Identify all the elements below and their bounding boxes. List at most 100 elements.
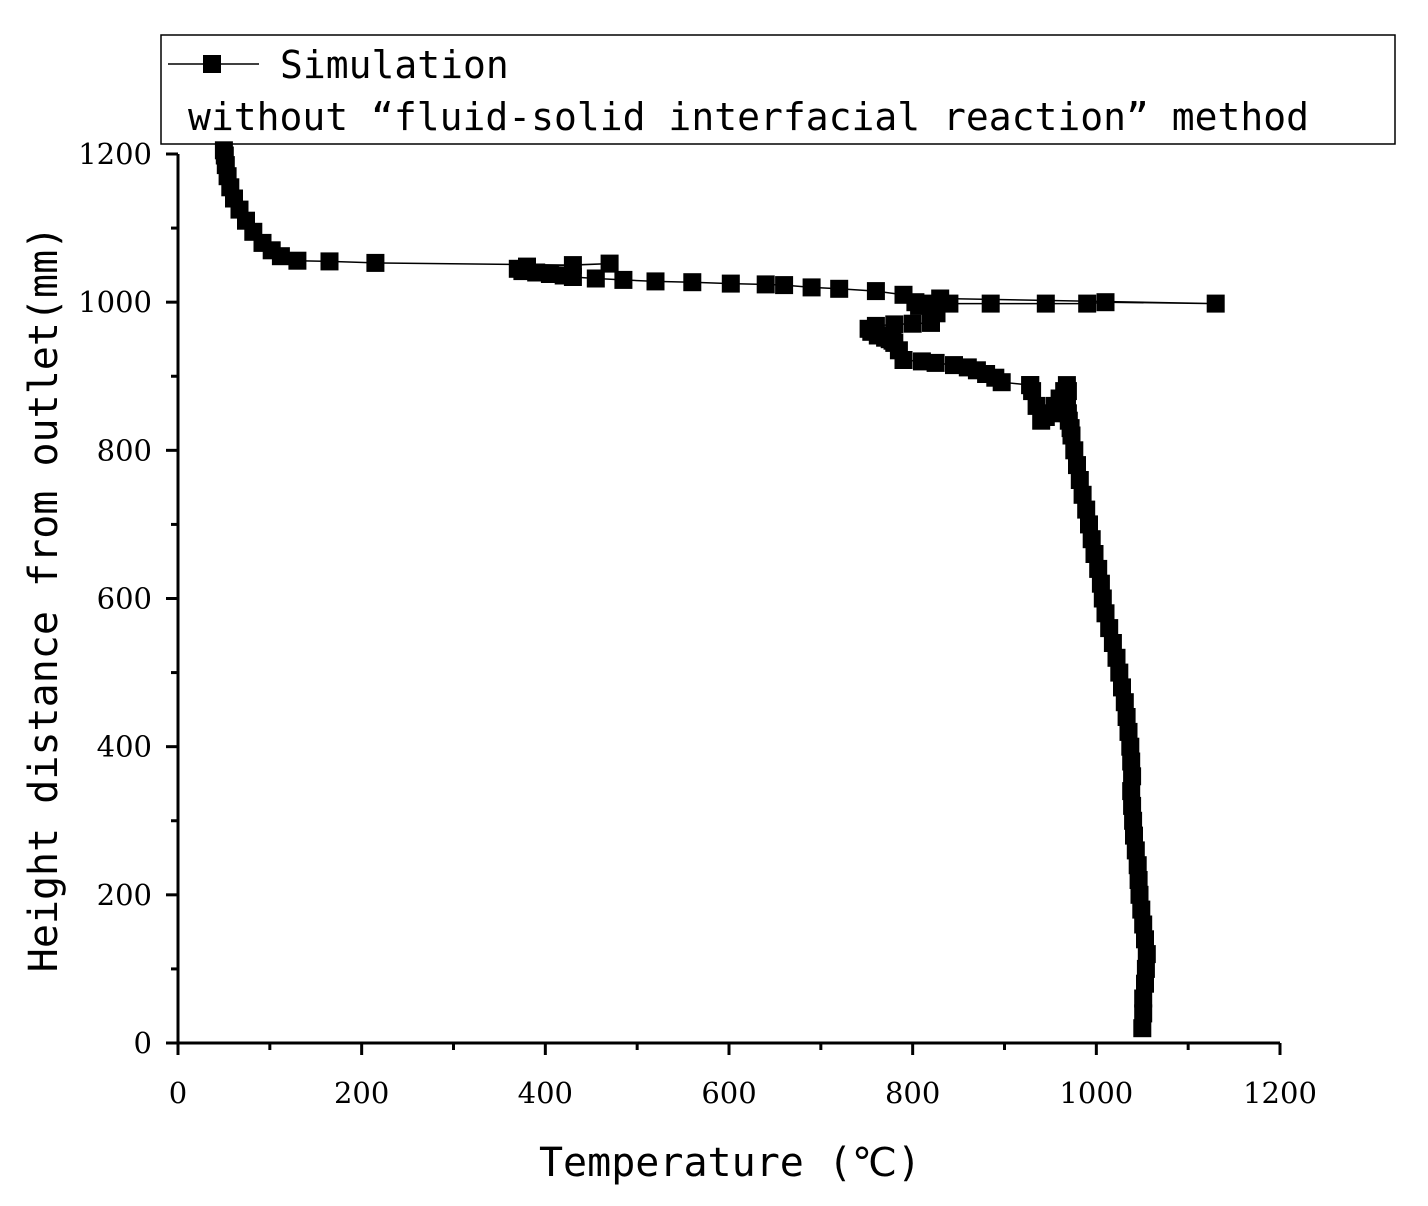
data-point — [1123, 767, 1142, 786]
data-point — [1134, 1004, 1153, 1023]
x-tick-label: 800 — [885, 1076, 940, 1110]
series-line — [223, 150, 1216, 1029]
data-point — [1128, 856, 1147, 875]
data-point — [945, 356, 963, 375]
data-point — [1073, 485, 1092, 504]
data-point — [1082, 530, 1101, 549]
data-point — [540, 265, 559, 283]
data-point — [1115, 693, 1134, 712]
data-point — [518, 257, 536, 276]
data-point — [214, 141, 233, 160]
data-point — [1132, 900, 1151, 919]
data-point — [1136, 959, 1155, 978]
y-tick-label: 0 — [134, 1026, 152, 1060]
y-axis-title: Height distance from outlet(mm) — [21, 226, 67, 973]
data-point — [1121, 737, 1140, 756]
data-point — [1119, 722, 1138, 741]
data-point — [756, 275, 775, 294]
data-point — [614, 270, 633, 289]
legend: Simulation without “fluid-solid interfac… — [160, 34, 1396, 145]
data-point — [721, 274, 740, 293]
data-point — [1122, 752, 1141, 771]
data-point — [1110, 663, 1129, 682]
data-point — [1122, 782, 1141, 801]
x-tick-label: 1200 — [1243, 1076, 1317, 1110]
data-point — [1130, 885, 1149, 904]
data-point — [1085, 545, 1104, 563]
data-point — [1077, 500, 1096, 519]
data-point — [981, 294, 1000, 313]
data-point — [1068, 456, 1086, 475]
data-point — [926, 353, 945, 372]
y-tick-label: 800 — [97, 433, 152, 467]
data-point — [1091, 574, 1110, 593]
data-series — [214, 141, 1225, 1038]
data-point — [683, 273, 702, 292]
data-point — [903, 314, 922, 333]
data-point — [1113, 678, 1131, 697]
y-tick-label: 200 — [97, 878, 152, 912]
data-point — [958, 358, 977, 377]
legend-marker-square — [203, 55, 221, 73]
data-point — [1096, 293, 1115, 312]
data-point — [366, 253, 385, 272]
data-point — [775, 276, 794, 295]
data-point — [1126, 841, 1145, 860]
data-point — [320, 252, 339, 271]
data-point — [1123, 796, 1142, 815]
data-point — [866, 282, 885, 301]
legend-box — [160, 34, 1396, 145]
x-tick-label: 600 — [701, 1076, 756, 1110]
data-point — [1032, 411, 1051, 430]
data-point — [1133, 1019, 1152, 1038]
data-point — [288, 251, 307, 270]
data-point — [646, 272, 665, 291]
data-point — [1096, 604, 1115, 623]
y-tick-label: 1000 — [78, 285, 152, 319]
data-point — [586, 269, 605, 288]
data-point — [894, 285, 913, 304]
x-tick-label: 400 — [518, 1076, 573, 1110]
legend-entry-label: Simulation — [280, 43, 509, 87]
data-point — [1125, 826, 1143, 845]
data-point — [1093, 589, 1112, 608]
data-point — [1070, 471, 1089, 489]
data-point — [931, 289, 950, 308]
data-point — [912, 352, 931, 371]
ticks: 0 200 400 600 800 1000 1200 0 200 400 600 800 1000 12… — [78, 137, 1317, 1110]
data-point — [830, 279, 849, 298]
data-point — [910, 296, 929, 315]
data-point — [1134, 989, 1153, 1008]
y-tick-label: 1200 — [78, 137, 152, 171]
x-tick-label: 0 — [169, 1076, 187, 1110]
data-point — [802, 278, 821, 297]
data-point — [1027, 396, 1046, 415]
data-point — [1117, 708, 1136, 726]
data-point — [1136, 930, 1154, 949]
x-axis-title: Temperature (℃) — [539, 1140, 921, 1186]
y-tick-label: 600 — [97, 582, 152, 616]
data-point — [1065, 441, 1084, 460]
data-point — [600, 254, 619, 273]
data-point — [1134, 915, 1153, 934]
data-point — [1137, 945, 1156, 964]
data-point — [1078, 294, 1097, 313]
data-point — [1080, 515, 1098, 534]
data-point — [1129, 871, 1148, 889]
x-tick-label: 200 — [334, 1076, 389, 1110]
x-tick-label: 1000 — [1059, 1076, 1133, 1110]
data-point — [1206, 294, 1225, 313]
data-point — [1136, 974, 1154, 993]
data-point — [1100, 619, 1119, 638]
data-point — [1021, 376, 1040, 395]
legend-entry-sublabel: without “fluid-solid interfacial reactio… — [188, 95, 1309, 139]
y-tick-label: 400 — [97, 730, 152, 764]
data-point — [1107, 648, 1126, 667]
data-point — [885, 315, 904, 334]
data-point — [1089, 559, 1108, 578]
data-point — [563, 256, 582, 275]
data-point — [866, 316, 885, 335]
data-point — [1124, 811, 1143, 830]
data-point — [1103, 634, 1122, 652]
